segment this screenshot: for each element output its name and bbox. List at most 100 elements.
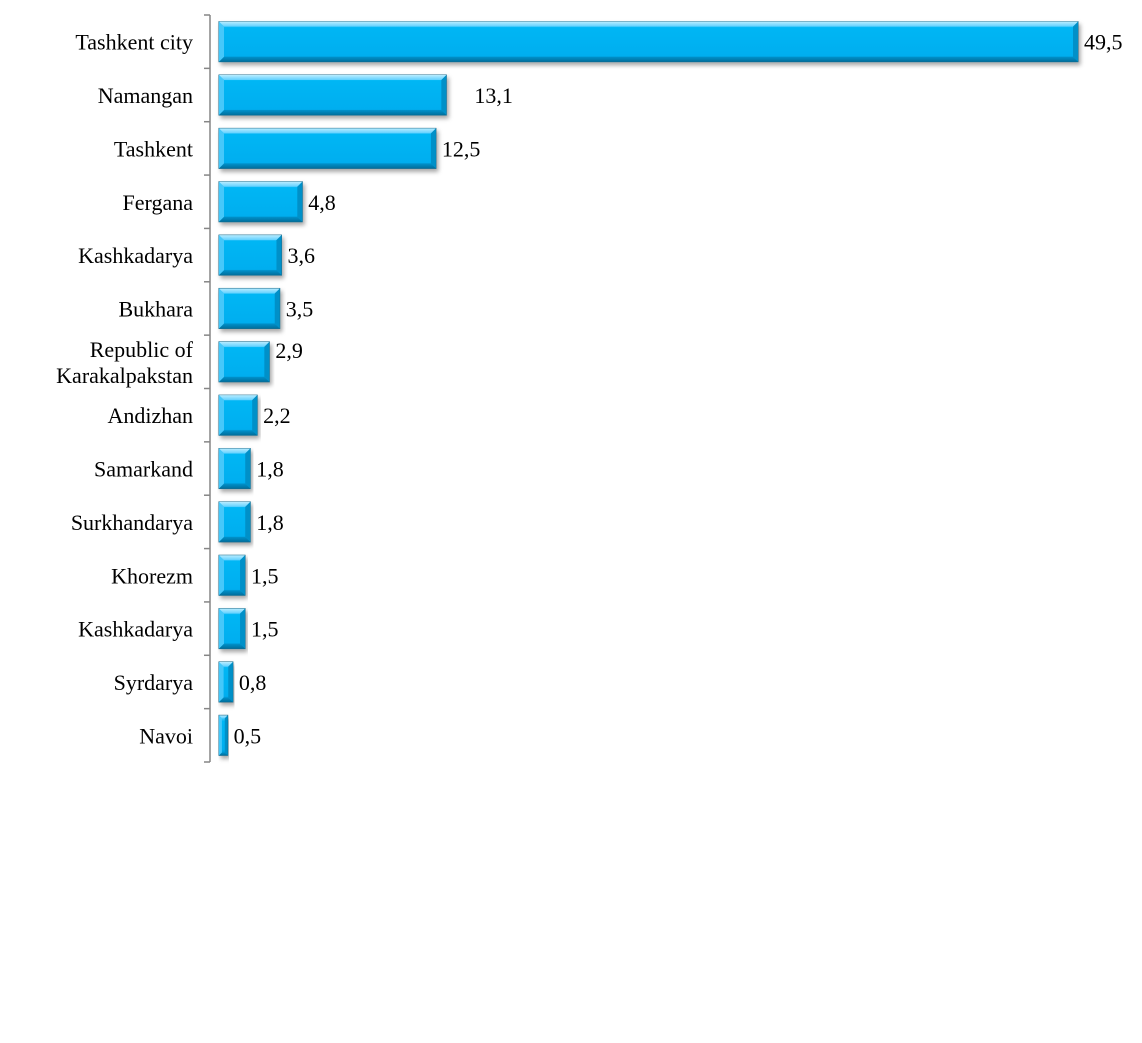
bar-bevel bbox=[219, 128, 224, 169]
y-axis bbox=[204, 14, 211, 763]
bar-bevel bbox=[219, 608, 224, 649]
category-label: Namangan bbox=[98, 83, 193, 108]
bar bbox=[218, 448, 251, 490]
bar-bevel bbox=[219, 448, 251, 454]
bars bbox=[218, 21, 1079, 756]
category-label: Syrdarya bbox=[114, 670, 194, 695]
bar-bevel bbox=[219, 341, 270, 347]
bar-bevel bbox=[219, 752, 228, 756]
bar-bevel bbox=[219, 661, 224, 702]
category-label: Kashkadarya bbox=[78, 617, 193, 642]
bar-bevel bbox=[219, 697, 233, 702]
bar-bevel bbox=[219, 128, 436, 134]
bar-bevel bbox=[264, 341, 270, 382]
bar-bevel bbox=[219, 501, 224, 542]
bar-bevel bbox=[219, 181, 224, 222]
bar-bevel bbox=[441, 75, 447, 116]
bar-bevel bbox=[245, 448, 251, 489]
bar-bevel bbox=[219, 235, 282, 241]
bar bbox=[218, 661, 234, 703]
data-label: 2,9 bbox=[275, 338, 303, 363]
bar-bevel bbox=[224, 715, 228, 756]
bar-bevel bbox=[219, 643, 246, 649]
data-label: 2,2 bbox=[263, 403, 291, 428]
bar-bevel bbox=[219, 590, 246, 596]
bar-bevel bbox=[219, 163, 436, 169]
bar-bevel bbox=[245, 501, 251, 542]
bar-bevel bbox=[219, 270, 282, 276]
category-label: Fergana bbox=[123, 190, 194, 215]
bar bbox=[218, 127, 437, 169]
bar-bevel bbox=[219, 21, 1078, 27]
category-label: Khorezm bbox=[111, 563, 193, 588]
data-label: 1,5 bbox=[251, 617, 279, 642]
bar bbox=[218, 554, 246, 596]
category-labels: Tashkent city Namangan Tashkent Fergana Kash… bbox=[56, 30, 193, 749]
data-label: 4,8 bbox=[308, 190, 336, 215]
data-label: 1,5 bbox=[251, 563, 279, 588]
bar-bevel bbox=[219, 288, 280, 294]
data-label: 3,6 bbox=[287, 243, 315, 268]
data-label: 1,8 bbox=[256, 510, 284, 535]
data-label: 0,8 bbox=[239, 670, 266, 695]
bar-bevel bbox=[219, 323, 280, 329]
bar-bevel bbox=[219, 608, 246, 614]
bar-bevel bbox=[219, 181, 303, 187]
bar-bevel bbox=[219, 395, 224, 436]
bar-bevel bbox=[219, 448, 224, 489]
data-label: 0,5 bbox=[234, 723, 261, 748]
bar-bevel bbox=[240, 555, 246, 596]
category-label: Andizhan bbox=[107, 403, 193, 428]
bar-bevel bbox=[219, 555, 246, 561]
bar-bevel bbox=[252, 395, 258, 436]
bar-bevel bbox=[219, 288, 224, 329]
category-label: Navoi bbox=[139, 723, 193, 748]
category-label: Republic of Karakalpakstan bbox=[56, 337, 193, 388]
category-label: Tashkent city bbox=[75, 30, 193, 55]
bar-bevel bbox=[219, 536, 251, 542]
bar-bevel bbox=[219, 75, 224, 116]
bar bbox=[218, 714, 229, 756]
bar-bevel bbox=[1073, 21, 1078, 62]
bar bbox=[218, 21, 1079, 63]
bar-bevel bbox=[219, 376, 270, 382]
bar-bevel bbox=[219, 661, 233, 667]
bar-bevel bbox=[219, 110, 447, 116]
bar-bevel bbox=[219, 75, 447, 81]
data-label: 49,5 bbox=[1084, 30, 1123, 55]
bar bbox=[218, 341, 270, 383]
value-labels: 49,5 13,1 12,5 4,8 3,6 3,5 2,9 2,2 1,8 1,8 1,5 1,5 0… bbox=[234, 30, 1123, 749]
category-label: Kashkadarya bbox=[78, 243, 193, 268]
bar-bevel bbox=[219, 483, 251, 489]
bar bbox=[218, 74, 447, 116]
bar-bevel bbox=[297, 181, 303, 222]
bar-bevel bbox=[228, 661, 233, 702]
bar-bevel bbox=[276, 235, 282, 276]
bar bbox=[218, 501, 251, 543]
data-label: 13,1 bbox=[474, 83, 513, 108]
bar-bevel bbox=[219, 430, 258, 436]
bar-bevel bbox=[219, 501, 251, 507]
bar-bevel bbox=[219, 715, 222, 756]
bar-bevel bbox=[219, 216, 303, 222]
bar-bevel bbox=[219, 21, 224, 62]
bar bbox=[218, 181, 303, 223]
data-label: 12,5 bbox=[442, 136, 481, 161]
bar-bevel bbox=[430, 128, 436, 169]
bar bbox=[218, 394, 258, 436]
bar-bevel bbox=[219, 235, 224, 276]
bar-bevel bbox=[274, 288, 280, 329]
bar bbox=[218, 608, 246, 650]
bar bbox=[218, 234, 282, 276]
category-label: Tashkent bbox=[114, 136, 193, 161]
bar-bevel bbox=[219, 56, 1078, 62]
bar-bevel bbox=[219, 341, 224, 382]
bar-bevel bbox=[219, 555, 224, 596]
bar bbox=[218, 287, 281, 329]
category-label: Samarkand bbox=[94, 457, 193, 482]
bar-bevel bbox=[219, 395, 258, 401]
bar-bevel bbox=[240, 608, 246, 649]
data-label: 3,5 bbox=[286, 296, 314, 321]
data-label: 1,8 bbox=[256, 457, 284, 482]
